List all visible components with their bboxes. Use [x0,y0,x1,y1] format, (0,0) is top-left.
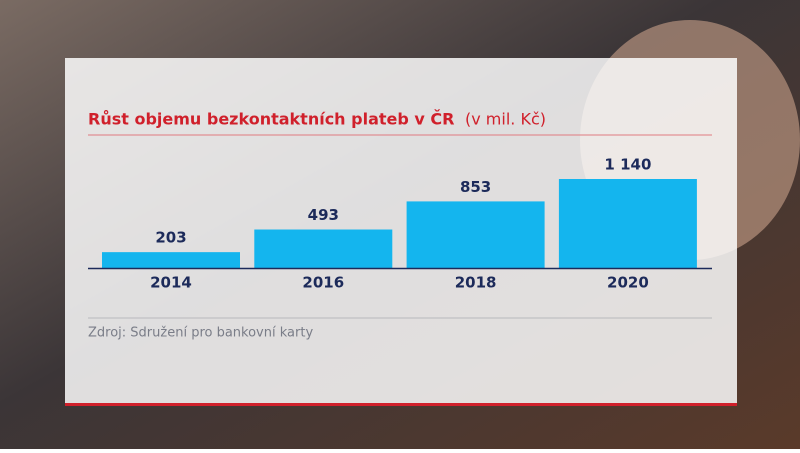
value-label: 853 [460,178,491,196]
x-tick-label: 2016 [302,274,344,292]
bar [254,229,393,268]
value-label: 1 140 [604,156,651,174]
bar [102,252,240,268]
bars: 203 2014 493 2016 853 2018 1 140 2020 [102,156,697,292]
x-tick-label: 2020 [607,274,649,292]
value-label: 203 [155,229,186,247]
bar [406,201,545,268]
chart-title: Růst objemu bezkontaktních plateb v ČR [88,110,454,129]
x-tick-label: 2018 [455,274,497,292]
value-label: 493 [308,206,339,224]
panel-border [65,403,737,406]
bar [558,179,697,268]
source: Zdroj: Sdružení pro bankovní karty [88,326,313,341]
x-tick-label: 2014 [150,274,192,292]
chart-subtitle: (v mil. Kč) [465,110,546,129]
